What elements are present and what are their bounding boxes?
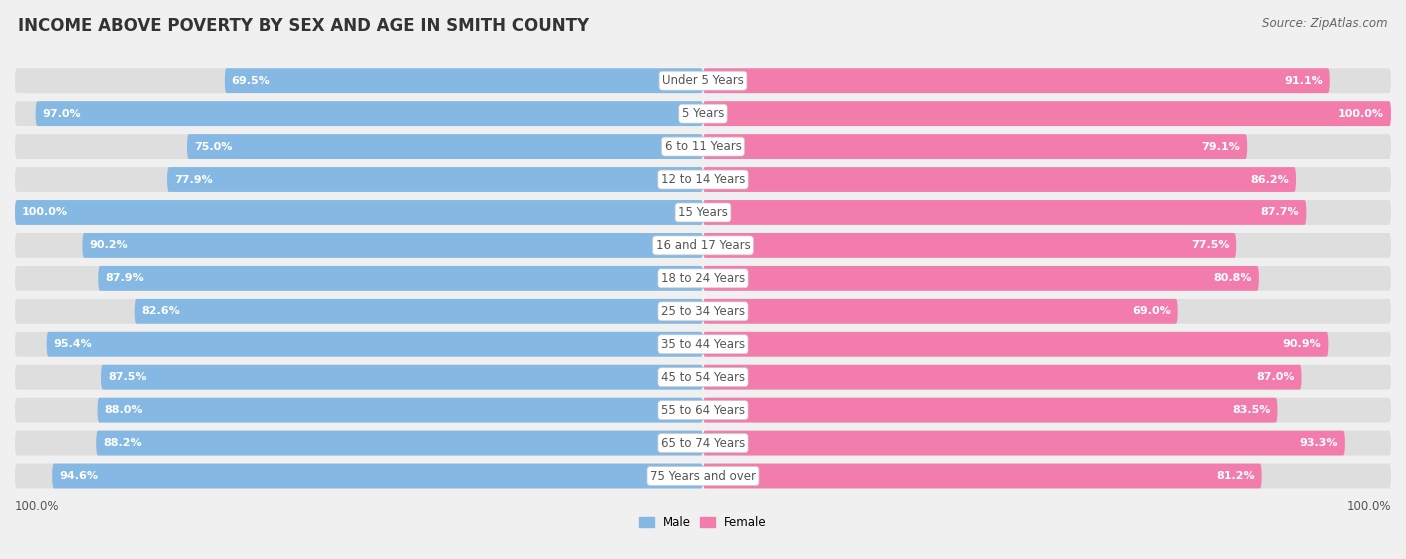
FancyBboxPatch shape (703, 430, 1391, 456)
FancyBboxPatch shape (167, 167, 703, 192)
FancyBboxPatch shape (703, 200, 1391, 225)
Text: 55 to 64 Years: 55 to 64 Years (661, 404, 745, 416)
FancyBboxPatch shape (703, 134, 1247, 159)
Text: 100.0%: 100.0% (15, 500, 59, 513)
Text: 100.0%: 100.0% (22, 207, 67, 217)
FancyBboxPatch shape (15, 266, 703, 291)
FancyBboxPatch shape (703, 68, 1330, 93)
Text: 77.5%: 77.5% (1191, 240, 1229, 250)
FancyBboxPatch shape (187, 134, 703, 159)
FancyBboxPatch shape (703, 365, 1302, 390)
FancyBboxPatch shape (15, 101, 703, 126)
FancyBboxPatch shape (703, 332, 1391, 357)
FancyBboxPatch shape (703, 332, 1329, 357)
FancyBboxPatch shape (703, 299, 1178, 324)
Text: 86.2%: 86.2% (1250, 174, 1289, 184)
Text: 97.0%: 97.0% (42, 108, 82, 119)
FancyBboxPatch shape (703, 463, 1261, 489)
Text: 94.6%: 94.6% (59, 471, 98, 481)
Text: 87.0%: 87.0% (1256, 372, 1295, 382)
Text: Under 5 Years: Under 5 Years (662, 74, 744, 87)
Text: 75.0%: 75.0% (194, 141, 232, 151)
FancyBboxPatch shape (96, 430, 703, 456)
FancyBboxPatch shape (46, 332, 703, 357)
Legend: Male, Female: Male, Female (634, 511, 772, 534)
FancyBboxPatch shape (101, 365, 703, 390)
FancyBboxPatch shape (703, 430, 1346, 456)
FancyBboxPatch shape (703, 167, 1296, 192)
Text: 100.0%: 100.0% (1339, 108, 1384, 119)
FancyBboxPatch shape (15, 68, 703, 93)
Text: 79.1%: 79.1% (1202, 141, 1240, 151)
FancyBboxPatch shape (35, 101, 703, 126)
FancyBboxPatch shape (97, 397, 703, 423)
FancyBboxPatch shape (703, 101, 1391, 126)
FancyBboxPatch shape (15, 233, 703, 258)
FancyBboxPatch shape (15, 200, 703, 225)
Text: 16 and 17 Years: 16 and 17 Years (655, 239, 751, 252)
Text: 18 to 24 Years: 18 to 24 Years (661, 272, 745, 285)
Text: 87.5%: 87.5% (108, 372, 146, 382)
FancyBboxPatch shape (703, 233, 1236, 258)
Text: 82.6%: 82.6% (142, 306, 180, 316)
Text: 91.1%: 91.1% (1284, 75, 1323, 86)
FancyBboxPatch shape (703, 200, 1306, 225)
Text: 35 to 44 Years: 35 to 44 Years (661, 338, 745, 350)
FancyBboxPatch shape (703, 266, 1391, 291)
FancyBboxPatch shape (703, 365, 1391, 390)
FancyBboxPatch shape (15, 365, 703, 390)
FancyBboxPatch shape (703, 68, 1391, 93)
Text: 6 to 11 Years: 6 to 11 Years (665, 140, 741, 153)
FancyBboxPatch shape (703, 134, 1391, 159)
Text: 5 Years: 5 Years (682, 107, 724, 120)
FancyBboxPatch shape (52, 463, 703, 489)
FancyBboxPatch shape (703, 167, 1391, 192)
FancyBboxPatch shape (98, 266, 703, 291)
FancyBboxPatch shape (15, 200, 703, 225)
FancyBboxPatch shape (15, 167, 703, 192)
Text: 45 to 54 Years: 45 to 54 Years (661, 371, 745, 383)
Text: INCOME ABOVE POVERTY BY SEX AND AGE IN SMITH COUNTY: INCOME ABOVE POVERTY BY SEX AND AGE IN S… (18, 17, 589, 35)
FancyBboxPatch shape (703, 233, 1391, 258)
Text: 88.2%: 88.2% (103, 438, 142, 448)
Text: 75 Years and over: 75 Years and over (650, 470, 756, 482)
FancyBboxPatch shape (703, 463, 1391, 489)
Text: 69.0%: 69.0% (1132, 306, 1171, 316)
Text: 90.2%: 90.2% (90, 240, 128, 250)
Text: 81.2%: 81.2% (1216, 471, 1254, 481)
Text: 15 Years: 15 Years (678, 206, 728, 219)
FancyBboxPatch shape (15, 397, 703, 423)
Text: 69.5%: 69.5% (232, 75, 270, 86)
FancyBboxPatch shape (15, 299, 703, 324)
FancyBboxPatch shape (15, 332, 703, 357)
FancyBboxPatch shape (15, 463, 703, 489)
FancyBboxPatch shape (703, 101, 1391, 126)
Text: 65 to 74 Years: 65 to 74 Years (661, 437, 745, 449)
FancyBboxPatch shape (135, 299, 703, 324)
FancyBboxPatch shape (703, 266, 1258, 291)
FancyBboxPatch shape (83, 233, 703, 258)
Text: 93.3%: 93.3% (1299, 438, 1339, 448)
Text: 25 to 34 Years: 25 to 34 Years (661, 305, 745, 318)
Text: 77.9%: 77.9% (174, 174, 212, 184)
Text: Source: ZipAtlas.com: Source: ZipAtlas.com (1263, 17, 1388, 30)
FancyBboxPatch shape (225, 68, 703, 93)
Text: 87.9%: 87.9% (105, 273, 143, 283)
Text: 100.0%: 100.0% (1347, 500, 1391, 513)
FancyBboxPatch shape (15, 430, 703, 456)
FancyBboxPatch shape (703, 397, 1278, 423)
FancyBboxPatch shape (703, 397, 1391, 423)
Text: 90.9%: 90.9% (1282, 339, 1322, 349)
Text: 12 to 14 Years: 12 to 14 Years (661, 173, 745, 186)
Text: 80.8%: 80.8% (1213, 273, 1251, 283)
FancyBboxPatch shape (703, 299, 1391, 324)
Text: 95.4%: 95.4% (53, 339, 93, 349)
Text: 88.0%: 88.0% (104, 405, 143, 415)
FancyBboxPatch shape (15, 134, 703, 159)
Text: 83.5%: 83.5% (1232, 405, 1271, 415)
Text: 87.7%: 87.7% (1261, 207, 1299, 217)
